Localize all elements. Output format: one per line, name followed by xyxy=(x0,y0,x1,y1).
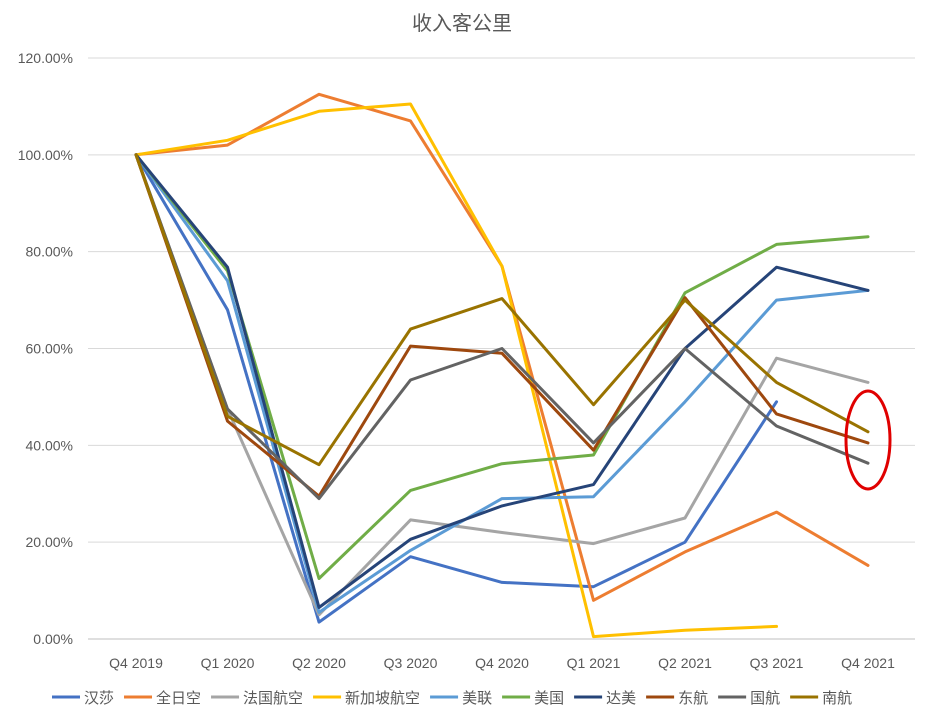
legend-label: 法国航空 xyxy=(243,689,303,707)
series-line xyxy=(134,102,778,639)
y-tick-label: 0.00% xyxy=(33,631,73,647)
x-tick-label: Q4 2020 xyxy=(475,655,529,671)
legend-label: 美国 xyxy=(534,689,564,707)
y-tick-label: 40.00% xyxy=(26,437,73,453)
highlight-ellipse xyxy=(844,389,892,491)
legend-label: 汉莎 xyxy=(84,689,114,707)
y-axis-ticks: 0.00% 20.00% 40.00% 60.00% 80.00% 100.00% 120.… xyxy=(18,50,73,647)
x-tick-label: Q2 2021 xyxy=(658,655,712,671)
x-tick-label: Q3 2020 xyxy=(384,655,438,671)
y-tick-label: 120.00% xyxy=(18,50,73,66)
series-lines xyxy=(134,92,870,639)
series-line xyxy=(134,153,870,609)
x-tick-label: Q4 2021 xyxy=(841,655,895,671)
y-tick-label: 100.00% xyxy=(18,147,73,163)
chart-title: 收入客公里 xyxy=(412,11,512,35)
series-line xyxy=(134,153,778,624)
legend-label: 全日空 xyxy=(156,689,201,707)
series-line xyxy=(134,153,870,498)
grid-lines xyxy=(88,57,915,640)
legend-label: 东航 xyxy=(678,689,708,707)
legend: 汉莎 全日空 法国航空 新加坡航空 美联 美国 达美 东航 国航 南航 xyxy=(52,689,852,707)
series-line xyxy=(134,153,870,501)
series-line xyxy=(134,153,870,467)
x-tick-label: Q2 2020 xyxy=(292,655,346,671)
x-tick-label: Q3 2021 xyxy=(750,655,804,671)
legend-label: 南航 xyxy=(822,689,852,707)
x-tick-label: Q1 2021 xyxy=(567,655,621,671)
series-line xyxy=(134,153,870,614)
legend-label: 国航 xyxy=(750,689,780,707)
x-tick-label: Q4 2019 xyxy=(109,655,163,671)
series-line xyxy=(134,153,870,580)
y-tick-label: 60.00% xyxy=(26,341,73,357)
y-tick-label: 20.00% xyxy=(26,534,73,550)
series-line xyxy=(134,153,870,617)
legend-label: 新加坡航空 xyxy=(345,689,420,707)
x-axis-ticks: Q4 2019 Q1 2020 Q2 2020 Q3 2020 Q4 2020 Q1 20… xyxy=(109,655,895,671)
y-tick-label: 80.00% xyxy=(26,244,73,260)
legend-label: 美联 xyxy=(462,689,492,707)
legend-label: 达美 xyxy=(606,689,636,707)
x-tick-label: Q1 2020 xyxy=(201,655,255,671)
